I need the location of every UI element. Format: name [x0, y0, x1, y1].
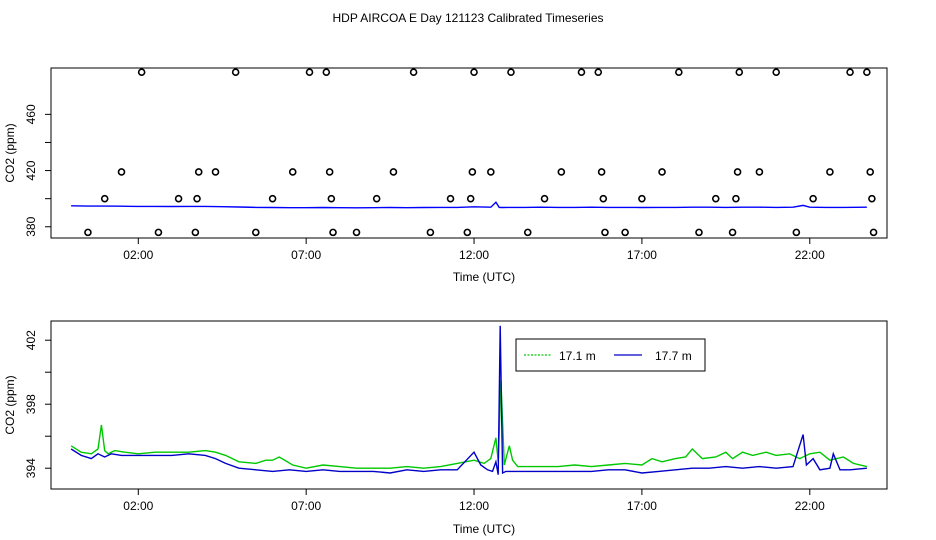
upper-data-point: [426, 228, 435, 237]
lower-y-axis: 394 398 402: [24, 330, 51, 478]
upper-data-point: [675, 68, 683, 77]
upper-data-point: [305, 68, 314, 77]
upper-data-point: [268, 194, 277, 203]
upper-data-point: [597, 168, 606, 176]
upper-data-point: [733, 168, 742, 176]
upper-data-point: [468, 168, 477, 176]
upper-data-point: [507, 68, 515, 77]
upper-data-point: [193, 194, 201, 203]
upper-data-point: [523, 228, 532, 237]
upper-x-axis: 02:00 07:00 12:00 17:00 22:00: [123, 238, 825, 262]
upper-data-point: [117, 168, 126, 176]
upper-data-point: [728, 228, 737, 237]
upper-data-point: [352, 228, 361, 237]
lower-x-tick-label: 07:00: [291, 499, 321, 513]
lower-x-axis: 02:00 07:00 12:00 17:00 22:00: [123, 489, 825, 513]
upper-data-point: [732, 194, 740, 203]
upper-data-point: [322, 68, 331, 77]
upper-series-line-0: [71, 201, 867, 209]
lower-x-tick-label: 17:00: [627, 499, 657, 513]
legend-box: [515, 338, 706, 372]
upper-data-point: [446, 194, 455, 203]
upper-data-point: [288, 168, 297, 176]
upper-data-point: [191, 228, 200, 237]
upper-x-tick-label: 17:00: [627, 248, 657, 262]
lower-plot-frame: [50, 320, 888, 490]
legend-label-17-1m: 17.1 m: [559, 349, 596, 363]
upper-data-point: [389, 168, 398, 176]
upper-data-point: [695, 228, 703, 237]
lower-x-tick-label: 22:00: [795, 499, 825, 513]
upper-x-axis-label: Time (UTC): [453, 270, 515, 284]
upper-data-point: [466, 194, 475, 203]
lower-y-axis-label: CO2 (ppm): [3, 375, 17, 434]
upper-data-point: [658, 168, 666, 176]
upper-data-point: [84, 228, 92, 237]
upper-x-tick-label: 12:00: [459, 248, 489, 262]
upper-data-point: [601, 228, 609, 237]
upper-data-point: [487, 168, 495, 176]
lower-x-tick-label: 12:00: [459, 499, 489, 513]
upper-x-tick-label: 22:00: [795, 248, 825, 262]
upper-data-point: [409, 68, 418, 77]
upper-data-point: [735, 68, 744, 77]
upper-data-point: [711, 194, 720, 203]
upper-data-point: [869, 228, 878, 237]
upper-y-axis-label: CO2 (ppm): [3, 123, 17, 182]
upper-data-point: [621, 228, 629, 237]
upper-y-tick-label: 460: [24, 104, 38, 124]
upper-data-point: [577, 68, 586, 77]
upper-data-point: [809, 194, 817, 203]
upper-data-point: [327, 194, 336, 203]
upper-data-point: [863, 68, 871, 77]
upper-data-point: [755, 168, 764, 176]
lower-y-tick-label: 398: [24, 394, 38, 414]
upper-data-point: [557, 168, 566, 176]
upper-data-point: [252, 228, 260, 237]
upper-y-tick-label: 420: [24, 160, 38, 180]
lower-panel: 02:00 07:00 12:00 17:00 22:00 394 398 402 Time…: [3, 320, 888, 536]
upper-data-point: [866, 168, 875, 176]
upper-data-point: [772, 68, 781, 77]
upper-data-point: [599, 194, 608, 203]
chart-title: HDP AIRCOA E Day 121123 Calibrated Times…: [332, 11, 603, 25]
upper-y-tick-label: 380: [24, 216, 38, 236]
upper-data-point: [470, 68, 478, 77]
upper-data-point: [231, 68, 240, 77]
upper-plot-frame: [50, 67, 888, 239]
upper-data-point: [638, 194, 646, 203]
upper-data-point: [329, 228, 337, 237]
upper-y-axis: 380 420 460: [24, 104, 51, 237]
lower-y-tick-label: 394: [24, 458, 38, 478]
legend-label-17-7m: 17.7 m: [655, 349, 692, 363]
upper-data-point: [194, 168, 203, 176]
lower-series: [70, 325, 868, 475]
upper-data-point: [325, 168, 334, 176]
lower-x-tick-label: 02:00: [123, 499, 153, 513]
upper-data-point: [868, 194, 876, 203]
upper-data-point: [100, 194, 109, 203]
upper-data-point: [792, 228, 801, 237]
upper-data-point: [594, 68, 603, 77]
upper-data-point: [463, 228, 472, 237]
upper-data-point: [211, 168, 220, 176]
lower-y-tick-label: 402: [24, 330, 38, 350]
upper-panel: 02:00 07:00 12:00 17:00 22:00 380 420 460 Time…: [3, 67, 888, 284]
upper-data-point: [154, 228, 163, 237]
lower-series-line-0: [70, 380, 868, 469]
lower-x-axis-label: Time (UTC): [453, 522, 515, 536]
upper-x-tick-label: 07:00: [291, 248, 321, 262]
upper-x-tick-label: 02:00: [123, 248, 153, 262]
lower-series-line-1: [70, 325, 867, 475]
upper-series: [71, 68, 878, 237]
legend: 17.1 m 17.7 m: [515, 338, 706, 372]
upper-data-point: [174, 194, 183, 203]
upper-data-point: [372, 194, 381, 203]
upper-data-point: [846, 68, 854, 77]
upper-data-point: [540, 194, 549, 203]
upper-data-point: [826, 168, 834, 176]
upper-data-point: [137, 68, 146, 77]
